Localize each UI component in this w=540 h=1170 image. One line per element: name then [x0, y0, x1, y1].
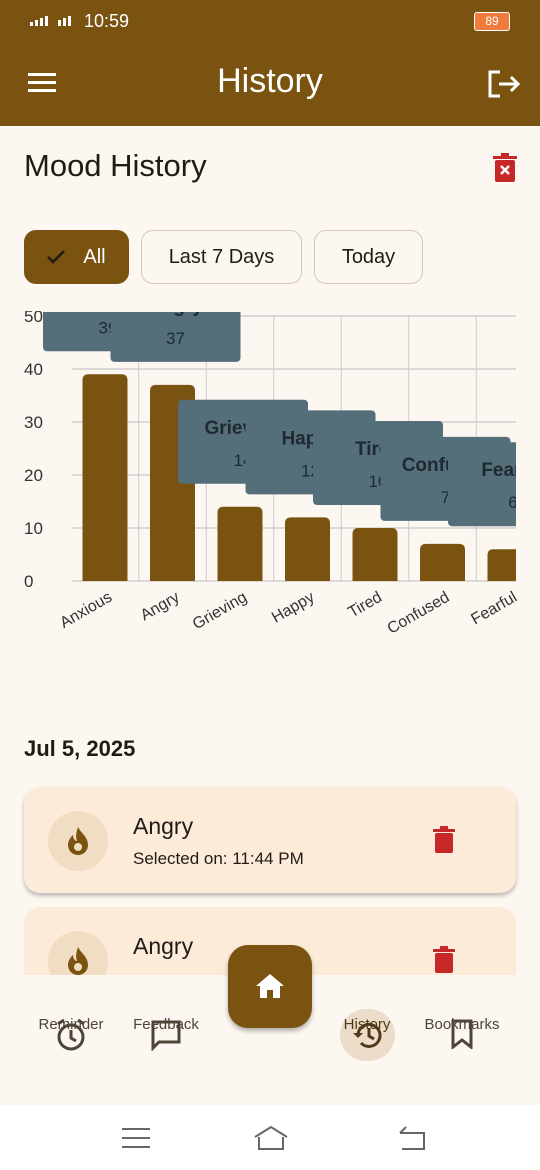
home-icon	[256, 974, 284, 998]
x-tick-label: Fearful	[468, 589, 520, 629]
filter-label: Last 7 Days	[168, 245, 275, 268]
recents-button[interactable]	[122, 1127, 150, 1149]
tooltip-value: 7	[441, 488, 450, 507]
system-nav	[0, 1105, 540, 1170]
bar	[217, 506, 263, 581]
battery: 89	[474, 12, 510, 31]
y-tick-label: 50	[24, 307, 43, 326]
filter-chip[interactable]: All	[24, 230, 129, 284]
bar	[82, 374, 128, 581]
delete-button[interactable]	[433, 826, 455, 854]
clock: 10:59	[84, 11, 130, 31]
clear-history-button[interactable]	[493, 153, 517, 183]
tooltip-value: 6	[508, 493, 517, 512]
mood-name: Angry	[133, 813, 194, 839]
page-heading: Mood History	[24, 148, 207, 183]
y-tick-label: 40	[24, 360, 43, 379]
mood-time: Selected on: 11:44 PM	[133, 849, 304, 868]
filter-chip[interactable]: Today	[314, 230, 423, 284]
tooltip-name: Anxious	[71, 290, 146, 306]
y-tick-label: 0	[24, 572, 33, 591]
home-fab[interactable]	[228, 945, 312, 1028]
filter-label: Today	[341, 245, 396, 268]
app-bar: History	[0, 42, 540, 126]
nav-label[interactable]: Reminder	[38, 1016, 104, 1033]
mood-icon	[48, 931, 108, 975]
history-card[interactable]: Angry	[24, 907, 516, 975]
back-button[interactable]	[398, 1125, 426, 1151]
logout-button[interactable]	[487, 69, 521, 99]
date-heading: Jul 5, 2025	[24, 736, 136, 761]
menu-button[interactable]	[28, 72, 56, 94]
nav-label[interactable]: History	[343, 1016, 391, 1033]
reminder-icon	[57, 1018, 85, 1051]
x-tick-label: Angry	[138, 589, 183, 625]
history-card[interactable]: Angry Selected on: 11:44 PM	[24, 787, 516, 893]
y-tick-label: 30	[24, 413, 43, 432]
x-tick-label: Grieving	[190, 589, 250, 634]
bar	[487, 549, 516, 581]
mood-name: Angry	[133, 933, 194, 959]
signal-icon	[30, 16, 71, 26]
bar	[420, 543, 465, 581]
mood-chart: Anxious39Angry37Grieving14Happy12Tired10…	[24, 290, 540, 638]
x-tick-label: Happy	[269, 589, 318, 627]
bar	[285, 517, 330, 581]
tooltip	[448, 442, 516, 527]
home-button[interactable]	[253, 1125, 289, 1151]
filter-label: All	[83, 245, 106, 268]
tooltip-name: Angry	[148, 296, 203, 317]
feedback-icon	[151, 1020, 181, 1051]
tooltip-name: Fearful	[481, 460, 540, 481]
filter-chip[interactable]: Last 7 Days	[141, 230, 302, 284]
mood-icon	[48, 811, 108, 871]
check-icon	[47, 250, 66, 264]
x-tick-label: Tired	[345, 589, 385, 622]
tooltip	[110, 312, 241, 362]
status-bar: 10:59 89	[0, 0, 540, 42]
history-icon	[353, 1022, 382, 1048]
bookmarks-icon	[451, 1019, 473, 1049]
tooltip-value: 37	[166, 329, 185, 348]
app-title: History	[217, 62, 323, 100]
nav-label[interactable]: Bookmarks	[424, 1016, 500, 1033]
nav-label[interactable]: Feedback	[133, 1016, 199, 1033]
y-tick-label: 20	[24, 466, 43, 485]
delete-button[interactable]	[433, 946, 455, 974]
x-tick-label: Anxious	[57, 589, 115, 632]
bar	[352, 528, 398, 581]
y-tick-label: 10	[24, 519, 43, 538]
x-tick-label: Confused	[385, 589, 453, 638]
